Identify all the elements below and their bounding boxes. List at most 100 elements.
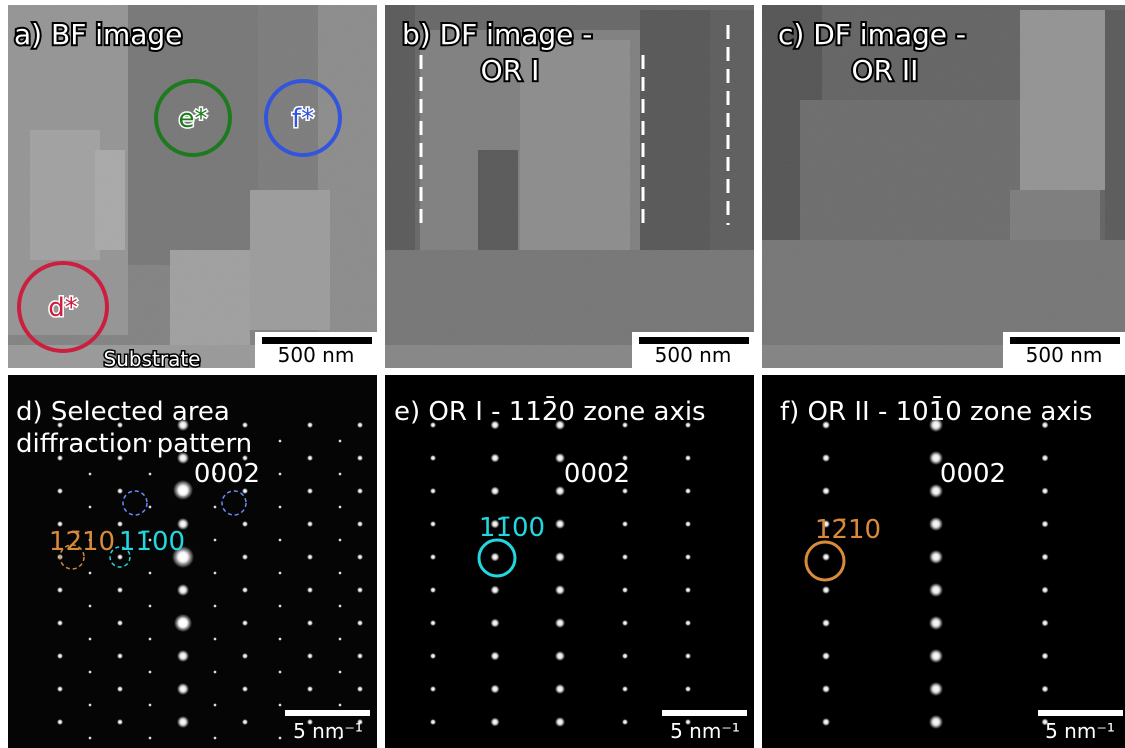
diffraction-spot	[929, 550, 943, 564]
diffraction-spot	[213, 571, 217, 575]
reflection-label: 12̄10	[49, 527, 115, 557]
diffraction-spot	[1042, 686, 1049, 693]
diffraction-spot	[622, 554, 628, 560]
diffraction-spot	[929, 583, 943, 597]
diffraction-spot	[57, 587, 63, 593]
diffraction-spot	[555, 684, 565, 694]
diffraction-spot	[555, 585, 565, 595]
diffraction-spot	[555, 618, 565, 628]
diffraction-spot	[338, 604, 342, 608]
diffraction-spot	[1042, 587, 1049, 594]
figure: a) BF image e* f* d* Substrate b) DF ima…	[0, 0, 1125, 748]
reflection-label: 12̄10	[815, 515, 881, 545]
diffraction-spot	[685, 587, 691, 593]
diffraction-spot	[278, 571, 282, 575]
diffraction-spot	[929, 649, 943, 663]
diffraction-spot	[88, 505, 92, 509]
diffraction-spot	[430, 653, 436, 659]
diffraction-spot	[213, 670, 217, 674]
diffraction-spot	[685, 521, 691, 527]
diffraction-spot	[357, 521, 363, 527]
diffraction-spot	[148, 637, 152, 641]
diffraction-spot	[491, 454, 500, 463]
df-image-or1	[385, 5, 754, 368]
diffraction-spot	[148, 505, 152, 509]
diffraction-spot	[357, 587, 363, 593]
region-label: f*	[292, 104, 314, 134]
scale-bar-label: 500 nm	[1026, 343, 1103, 367]
diffraction-spot	[57, 686, 63, 692]
diffraction-spot	[491, 553, 500, 562]
diffraction-spot	[117, 587, 123, 593]
scale-bar-label: 5 nm⁻¹	[293, 719, 363, 743]
diffraction-spot	[430, 554, 436, 560]
diffraction-spot	[357, 422, 363, 428]
diffraction-spot	[1042, 554, 1049, 561]
diffraction-spot	[278, 703, 282, 707]
scale-bar: 5 nm⁻¹	[285, 710, 370, 743]
diffraction-spot	[88, 703, 92, 707]
diffraction-spot	[929, 715, 943, 729]
panel-title: OR II	[852, 54, 919, 87]
diffraction-spot	[117, 488, 123, 494]
diffraction-spot	[491, 586, 500, 595]
panel-title: d) Selected area	[16, 397, 230, 427]
diffraction-spot	[338, 571, 342, 575]
diffraction-spot	[117, 686, 123, 692]
diffraction-spot	[430, 587, 436, 593]
diffraction-spot	[177, 650, 189, 662]
diffraction-spot	[555, 552, 565, 562]
panel-title: a) BF image	[14, 18, 182, 51]
diffraction-spot	[555, 717, 565, 727]
diffraction-spot	[88, 472, 92, 476]
diffraction-spot	[117, 620, 123, 626]
diffraction-spot	[242, 521, 248, 527]
diffraction-spot	[1042, 653, 1049, 660]
diffraction-spot	[491, 718, 500, 727]
diffraction-spot	[177, 716, 189, 728]
diffraction-spot	[1042, 455, 1049, 462]
diffraction-spot	[338, 538, 342, 542]
zone-axis-pattern-or1	[385, 375, 754, 748]
diffraction-spot	[622, 620, 628, 626]
panel-title: e) OR I - 112̄0 zone axis	[394, 395, 706, 427]
panel-title: f) OR II - 101̄0 zone axis	[780, 395, 1092, 427]
diffraction-spot	[338, 703, 342, 707]
df-image-or2	[762, 5, 1125, 368]
substrate-label: Substrate	[104, 347, 201, 371]
diffraction-spot	[213, 604, 217, 608]
diffraction-spot	[307, 422, 313, 428]
diffraction-spot	[307, 686, 313, 692]
diffraction-spot	[929, 517, 943, 531]
diffraction-spot	[430, 620, 436, 626]
diffraction-spot	[622, 653, 628, 659]
panel-title: b) DF image -	[402, 18, 592, 51]
panel-title: OR I	[481, 54, 540, 87]
diffraction-spot	[685, 653, 691, 659]
diffraction-spot	[491, 685, 500, 694]
panel-title: diffraction pattern	[16, 429, 252, 459]
diffraction-spot	[213, 538, 217, 542]
region-label: d*	[48, 293, 78, 323]
diffraction-spot	[685, 488, 691, 494]
diffraction-spot	[685, 554, 691, 560]
diffraction-spot	[213, 505, 217, 509]
scale-bar: 5 nm⁻¹	[662, 710, 747, 743]
diffraction-spot	[177, 683, 189, 695]
diffraction-spot	[822, 718, 830, 726]
diffraction-spot	[307, 455, 313, 461]
diffraction-spot	[555, 519, 565, 529]
diffraction-spot	[213, 637, 217, 641]
scale-bar: 500 nm	[632, 332, 754, 368]
panel-title: c) DF image -	[778, 18, 966, 51]
diffraction-spot	[88, 571, 92, 575]
diffraction-spot	[242, 719, 248, 725]
diffraction-spot	[357, 488, 363, 494]
reflection-label: 11̄00	[479, 513, 545, 543]
diffraction-spot	[278, 439, 282, 443]
diffraction-spot	[278, 472, 282, 476]
diffraction-spot	[357, 653, 363, 659]
scale-bar: 5 nm⁻¹	[1038, 710, 1123, 743]
diffraction-spot	[929, 682, 943, 696]
diffraction-spot	[430, 686, 436, 692]
